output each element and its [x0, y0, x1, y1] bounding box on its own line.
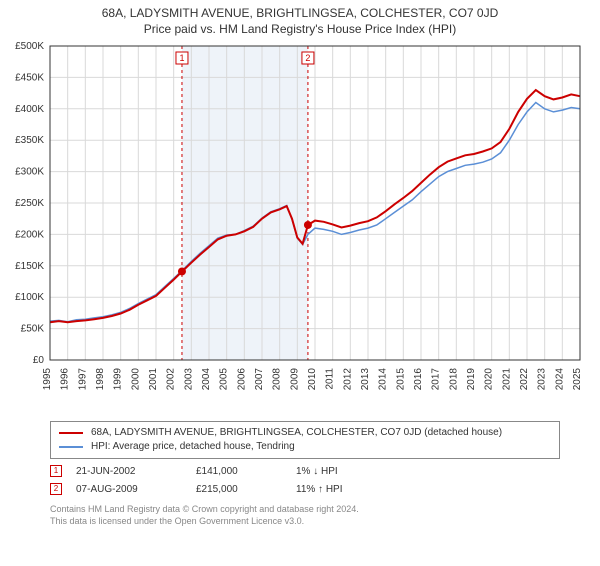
sale-row: 2 07-AUG-2009£215,00011% ↑ HPI [50, 483, 560, 495]
legend-box: 68A, LADYSMITH AVENUE, BRIGHTLINGSEA, CO… [50, 421, 560, 459]
sale-hpi: 11% ↑ HPI [296, 484, 396, 495]
sale-hpi: 1% ↓ HPI [296, 466, 396, 477]
svg-text:£100K: £100K [15, 292, 44, 303]
svg-text:2003: 2003 [183, 368, 194, 391]
svg-text:2015: 2015 [395, 368, 406, 391]
sale-date: 21-JUN-2002 [76, 466, 196, 477]
svg-text:£350K: £350K [15, 135, 44, 146]
svg-text:2002: 2002 [166, 368, 177, 391]
svg-text:£200K: £200K [15, 229, 44, 240]
svg-text:2019: 2019 [466, 368, 477, 391]
svg-text:£150K: £150K [15, 261, 44, 272]
sale-date: 07-AUG-2009 [76, 484, 196, 495]
svg-text:£450K: £450K [15, 72, 44, 83]
svg-text:2004: 2004 [201, 368, 212, 391]
chart-container: £0 £50K £100K £150K £200K £250K £300K £350K £400… [4, 40, 590, 415]
svg-text:2005: 2005 [219, 368, 230, 391]
svg-text:£50K: £50K [21, 324, 45, 335]
svg-text:2012: 2012 [342, 368, 353, 391]
svg-text:2010: 2010 [307, 368, 318, 391]
svg-text:2023: 2023 [537, 368, 548, 391]
svg-text:£250K: £250K [15, 198, 44, 209]
svg-text:1999: 1999 [113, 368, 124, 391]
svg-text:£0: £0 [33, 355, 45, 366]
legend-swatch-hpi [59, 446, 83, 448]
svg-text:2014: 2014 [378, 368, 389, 391]
svg-text:1: 1 [179, 53, 184, 63]
legend-row-hpi: HPI: Average price, detached house, Tend… [59, 440, 551, 454]
svg-text:2016: 2016 [413, 368, 424, 391]
svg-text:2024: 2024 [554, 368, 565, 391]
sale-row: 1 21-JUN-2002£141,0001% ↓ HPI [50, 465, 560, 477]
legend-label-property: 68A, LADYSMITH AVENUE, BRIGHTLINGSEA, CO… [91, 426, 502, 440]
sale-price: £215,000 [196, 484, 296, 495]
svg-text:2022: 2022 [519, 368, 530, 391]
svg-text:1995: 1995 [42, 368, 53, 391]
svg-text:2020: 2020 [484, 368, 495, 391]
legend-label-hpi: HPI: Average price, detached house, Tend… [91, 440, 295, 454]
line-chart: £0 £50K £100K £150K £200K £250K £300K £350K £400… [4, 40, 590, 410]
chart-title-main: 68A, LADYSMITH AVENUE, BRIGHTLINGSEA, CO… [0, 6, 600, 20]
svg-text:2018: 2018 [448, 368, 459, 391]
svg-text:2006: 2006 [236, 368, 247, 391]
footnote-line2: This data is licensed under the Open Gov… [50, 516, 304, 526]
svg-text:2021: 2021 [501, 368, 512, 391]
sale-marker-icon: 1 [50, 465, 62, 477]
svg-text:2000: 2000 [130, 368, 141, 391]
svg-text:2025: 2025 [572, 368, 583, 391]
svg-text:2009: 2009 [289, 368, 300, 391]
svg-text:2: 2 [305, 53, 310, 63]
svg-text:£300K: £300K [15, 167, 44, 178]
footnote-line1: Contains HM Land Registry data © Crown c… [50, 504, 359, 514]
sale-price: £141,000 [196, 466, 296, 477]
svg-text:1997: 1997 [77, 368, 88, 391]
svg-text:2017: 2017 [431, 368, 442, 391]
svg-text:2013: 2013 [360, 368, 371, 391]
svg-text:1996: 1996 [60, 368, 71, 391]
svg-text:2011: 2011 [325, 368, 336, 390]
legend-row-property: 68A, LADYSMITH AVENUE, BRIGHTLINGSEA, CO… [59, 426, 551, 440]
svg-text:2008: 2008 [272, 368, 283, 391]
svg-text:£500K: £500K [15, 41, 44, 52]
svg-text:1998: 1998 [95, 368, 106, 391]
svg-text:£400K: £400K [15, 104, 44, 115]
sale-marker-icon: 2 [50, 483, 62, 495]
legend-swatch-property [59, 432, 83, 434]
svg-text:2007: 2007 [254, 368, 265, 391]
svg-text:2001: 2001 [148, 368, 159, 391]
footnote: Contains HM Land Registry data © Crown c… [50, 503, 560, 527]
chart-title-sub: Price paid vs. HM Land Registry's House … [0, 22, 600, 36]
